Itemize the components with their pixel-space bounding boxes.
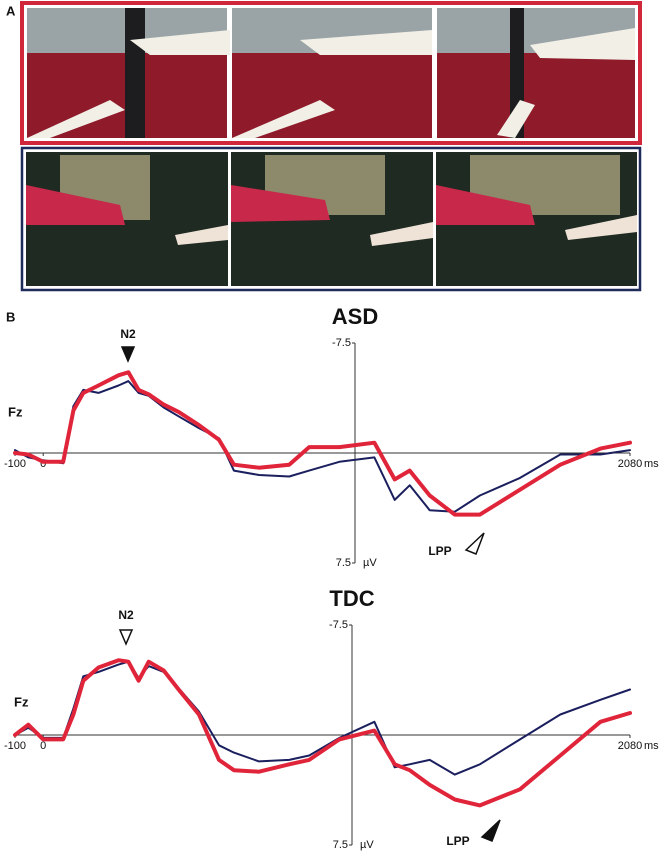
annotation: N2 <box>118 608 134 622</box>
erp-line <box>13 370 632 517</box>
erp-line <box>13 658 632 808</box>
annotation-arrow <box>118 629 134 646</box>
panel-label: B <box>6 309 15 324</box>
y-unit: µV <box>363 557 377 569</box>
channel-label: Fz <box>8 404 23 419</box>
y-unit: µV <box>360 839 374 851</box>
chart-title: TDC <box>329 586 374 611</box>
annotation: LPP <box>428 544 451 558</box>
x-tick-label: 2080 <box>618 458 642 470</box>
x-unit: ms <box>644 740 659 752</box>
chart-title: ASD <box>332 304 378 329</box>
y-tick-label: -7.5 <box>329 619 348 631</box>
annotation-arrow <box>120 346 136 363</box>
y-tick-label: 7.5 <box>336 557 351 569</box>
annotation: N2 <box>120 327 136 341</box>
panel-label: A <box>6 3 16 18</box>
annotation: LPP <box>446 834 469 848</box>
channel-label: Fz <box>14 694 29 709</box>
x-tick-label: 0 <box>40 740 46 752</box>
x-unit: ms <box>644 458 659 470</box>
y-tick-label: -7.5 <box>332 337 351 349</box>
annotation-arrow <box>464 532 485 555</box>
x-tick-label: 0 <box>40 458 46 470</box>
x-tick-label: -100 <box>4 458 26 470</box>
photo-row-blue <box>20 146 642 292</box>
photo-row-red <box>20 1 642 145</box>
y-tick-label: 7.5 <box>333 839 348 851</box>
annotation-arrow <box>480 819 501 842</box>
x-tick-label: 2080 <box>618 740 642 752</box>
erp-line <box>14 660 631 776</box>
x-tick-label: -100 <box>4 740 26 752</box>
